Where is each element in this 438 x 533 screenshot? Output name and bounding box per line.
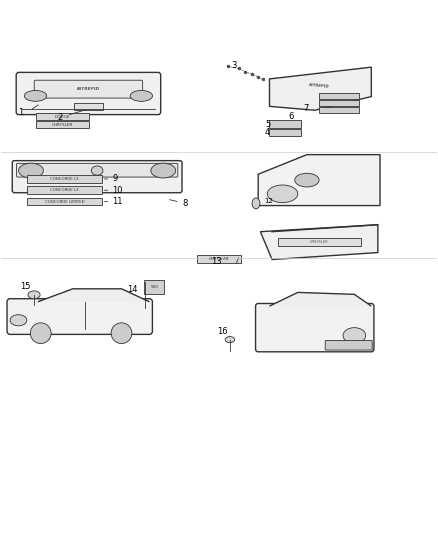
Ellipse shape [92,166,103,175]
Text: 10: 10 [113,185,123,195]
Text: CONCORDE LIMITED: CONCORDE LIMITED [45,199,85,204]
Text: 11: 11 [113,197,123,206]
FancyBboxPatch shape [269,128,301,136]
Polygon shape [260,225,378,260]
Text: 500: 500 [150,285,158,289]
Text: CHRYSLER: CHRYSLER [52,123,73,127]
Ellipse shape [25,91,47,101]
FancyBboxPatch shape [17,163,178,177]
FancyBboxPatch shape [74,103,103,110]
Text: CONCORDE LX: CONCORDE LX [50,177,79,181]
Polygon shape [38,289,149,302]
Text: 9: 9 [113,174,118,183]
Ellipse shape [225,336,235,343]
FancyBboxPatch shape [36,121,89,128]
FancyBboxPatch shape [319,100,359,106]
FancyBboxPatch shape [319,107,359,113]
Ellipse shape [267,185,298,203]
Ellipse shape [18,163,43,178]
Ellipse shape [252,198,260,209]
Ellipse shape [295,173,319,187]
FancyBboxPatch shape [144,280,164,294]
FancyBboxPatch shape [27,175,102,183]
Text: INTREPID: INTREPID [309,83,329,89]
Text: 16: 16 [217,327,228,336]
Text: CONCORDE LX: CONCORDE LX [50,188,79,192]
FancyBboxPatch shape [197,255,241,263]
Text: 6: 6 [288,111,293,120]
Polygon shape [269,293,371,306]
Ellipse shape [151,163,176,178]
Text: 2: 2 [57,112,63,122]
FancyBboxPatch shape [16,72,161,115]
FancyBboxPatch shape [269,120,301,128]
Text: 7: 7 [304,104,309,112]
Text: CHRYSLER: CHRYSLER [310,240,328,244]
Text: 12: 12 [265,198,274,204]
FancyBboxPatch shape [36,114,89,120]
Text: 8: 8 [182,199,188,208]
Polygon shape [269,67,371,110]
FancyBboxPatch shape [12,160,182,193]
FancyBboxPatch shape [319,93,359,99]
Text: CHRYSLER: CHRYSLER [208,257,230,261]
Text: 4: 4 [265,127,270,136]
Text: 14: 14 [127,285,137,294]
Text: 15: 15 [20,282,31,291]
Ellipse shape [130,91,152,101]
Ellipse shape [10,314,27,326]
Text: 13: 13 [212,257,222,266]
Text: 1: 1 [18,108,24,117]
Text: 3: 3 [232,61,237,70]
Circle shape [111,323,132,344]
FancyBboxPatch shape [255,303,374,352]
FancyBboxPatch shape [325,341,372,350]
Ellipse shape [343,328,366,343]
Text: INTREPID: INTREPID [77,87,100,91]
FancyBboxPatch shape [27,198,102,206]
Polygon shape [258,155,380,206]
FancyBboxPatch shape [7,298,152,334]
FancyBboxPatch shape [27,187,102,194]
Ellipse shape [28,291,40,298]
Circle shape [30,323,51,344]
FancyBboxPatch shape [278,238,360,246]
FancyBboxPatch shape [34,80,143,98]
Text: 5: 5 [265,120,270,129]
Text: DODGE: DODGE [55,115,70,119]
